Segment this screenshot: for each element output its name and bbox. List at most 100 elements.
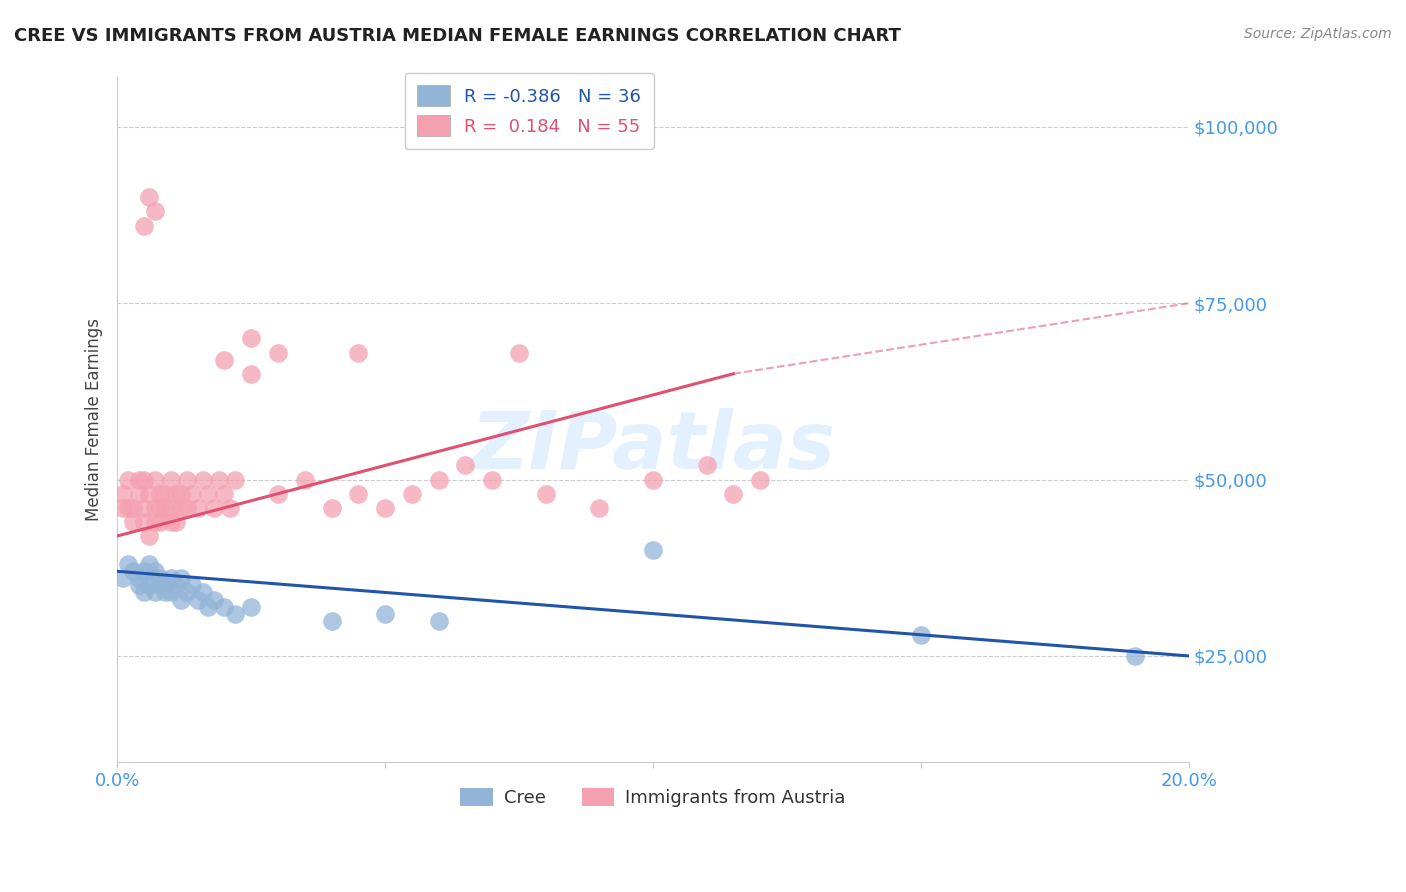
Point: [240, 599, 263, 614]
Point: [197, 599, 219, 614]
Point: [117, 558, 139, 572]
Point: [138, 558, 160, 572]
Point: [143, 204, 166, 219]
Point: [218, 500, 240, 515]
Point: [723, 486, 745, 500]
Point: [202, 592, 225, 607]
Point: [181, 578, 204, 592]
Point: [588, 500, 610, 515]
Point: [138, 578, 160, 592]
Point: [224, 607, 246, 621]
Point: [191, 473, 214, 487]
Point: [454, 458, 477, 473]
Point: [267, 486, 290, 500]
Point: [208, 473, 231, 487]
Point: [176, 473, 198, 487]
Point: [374, 500, 396, 515]
Point: [401, 486, 423, 500]
Point: [132, 219, 155, 233]
Legend: Cree, Immigrants from Austria: Cree, Immigrants from Austria: [453, 780, 852, 814]
Point: [122, 515, 145, 529]
Point: [427, 473, 450, 487]
Point: [267, 345, 290, 359]
Point: [214, 486, 236, 500]
Point: [159, 515, 181, 529]
Point: [155, 486, 177, 500]
Point: [240, 367, 263, 381]
Point: [165, 578, 187, 592]
Point: [111, 571, 134, 585]
Y-axis label: Median Female Earnings: Median Female Earnings: [86, 318, 103, 521]
Point: [149, 578, 172, 592]
Point: [138, 486, 160, 500]
Text: CREE VS IMMIGRANTS FROM AUSTRIA MEDIAN FEMALE EARNINGS CORRELATION CHART: CREE VS IMMIGRANTS FROM AUSTRIA MEDIAN F…: [14, 27, 901, 45]
Point: [155, 500, 177, 515]
Point: [347, 486, 370, 500]
Point: [138, 190, 160, 204]
Point: [165, 486, 187, 500]
Point: [143, 515, 166, 529]
Point: [149, 571, 172, 585]
Point: [128, 578, 150, 592]
Point: [149, 515, 172, 529]
Point: [427, 614, 450, 628]
Point: [187, 500, 209, 515]
Point: [111, 500, 134, 515]
Point: [191, 585, 214, 599]
Point: [111, 486, 134, 500]
Point: [749, 473, 772, 487]
Point: [159, 585, 181, 599]
Point: [132, 500, 155, 515]
Text: ZIPatlas: ZIPatlas: [471, 408, 835, 486]
Point: [132, 585, 155, 599]
Point: [294, 473, 316, 487]
Point: [176, 500, 198, 515]
Point: [214, 599, 236, 614]
Point: [347, 345, 370, 359]
Point: [187, 592, 209, 607]
Point: [117, 500, 139, 515]
Point: [159, 500, 181, 515]
Point: [128, 571, 150, 585]
Point: [224, 473, 246, 487]
Point: [132, 473, 155, 487]
Point: [1123, 648, 1146, 663]
Point: [159, 473, 181, 487]
Point: [696, 458, 718, 473]
Point: [117, 473, 139, 487]
Point: [122, 564, 145, 578]
Point: [176, 585, 198, 599]
Point: [508, 345, 530, 359]
Point: [534, 486, 557, 500]
Point: [149, 486, 172, 500]
Point: [132, 515, 155, 529]
Point: [128, 486, 150, 500]
Point: [132, 564, 155, 578]
Point: [159, 571, 181, 585]
Point: [138, 529, 160, 543]
Point: [197, 486, 219, 500]
Point: [481, 473, 503, 487]
Text: Source: ZipAtlas.com: Source: ZipAtlas.com: [1244, 27, 1392, 41]
Point: [321, 614, 343, 628]
Point: [240, 331, 263, 345]
Point: [374, 607, 396, 621]
Point: [122, 500, 145, 515]
Point: [143, 500, 166, 515]
Point: [910, 628, 932, 642]
Point: [155, 578, 177, 592]
Point: [155, 585, 177, 599]
Point: [128, 473, 150, 487]
Point: [149, 500, 172, 515]
Point: [143, 473, 166, 487]
Point: [641, 473, 664, 487]
Point: [143, 585, 166, 599]
Point: [143, 571, 166, 585]
Point: [170, 571, 193, 585]
Point: [170, 486, 193, 500]
Point: [214, 352, 236, 367]
Point: [165, 515, 187, 529]
Point: [170, 592, 193, 607]
Point: [202, 500, 225, 515]
Point: [321, 500, 343, 515]
